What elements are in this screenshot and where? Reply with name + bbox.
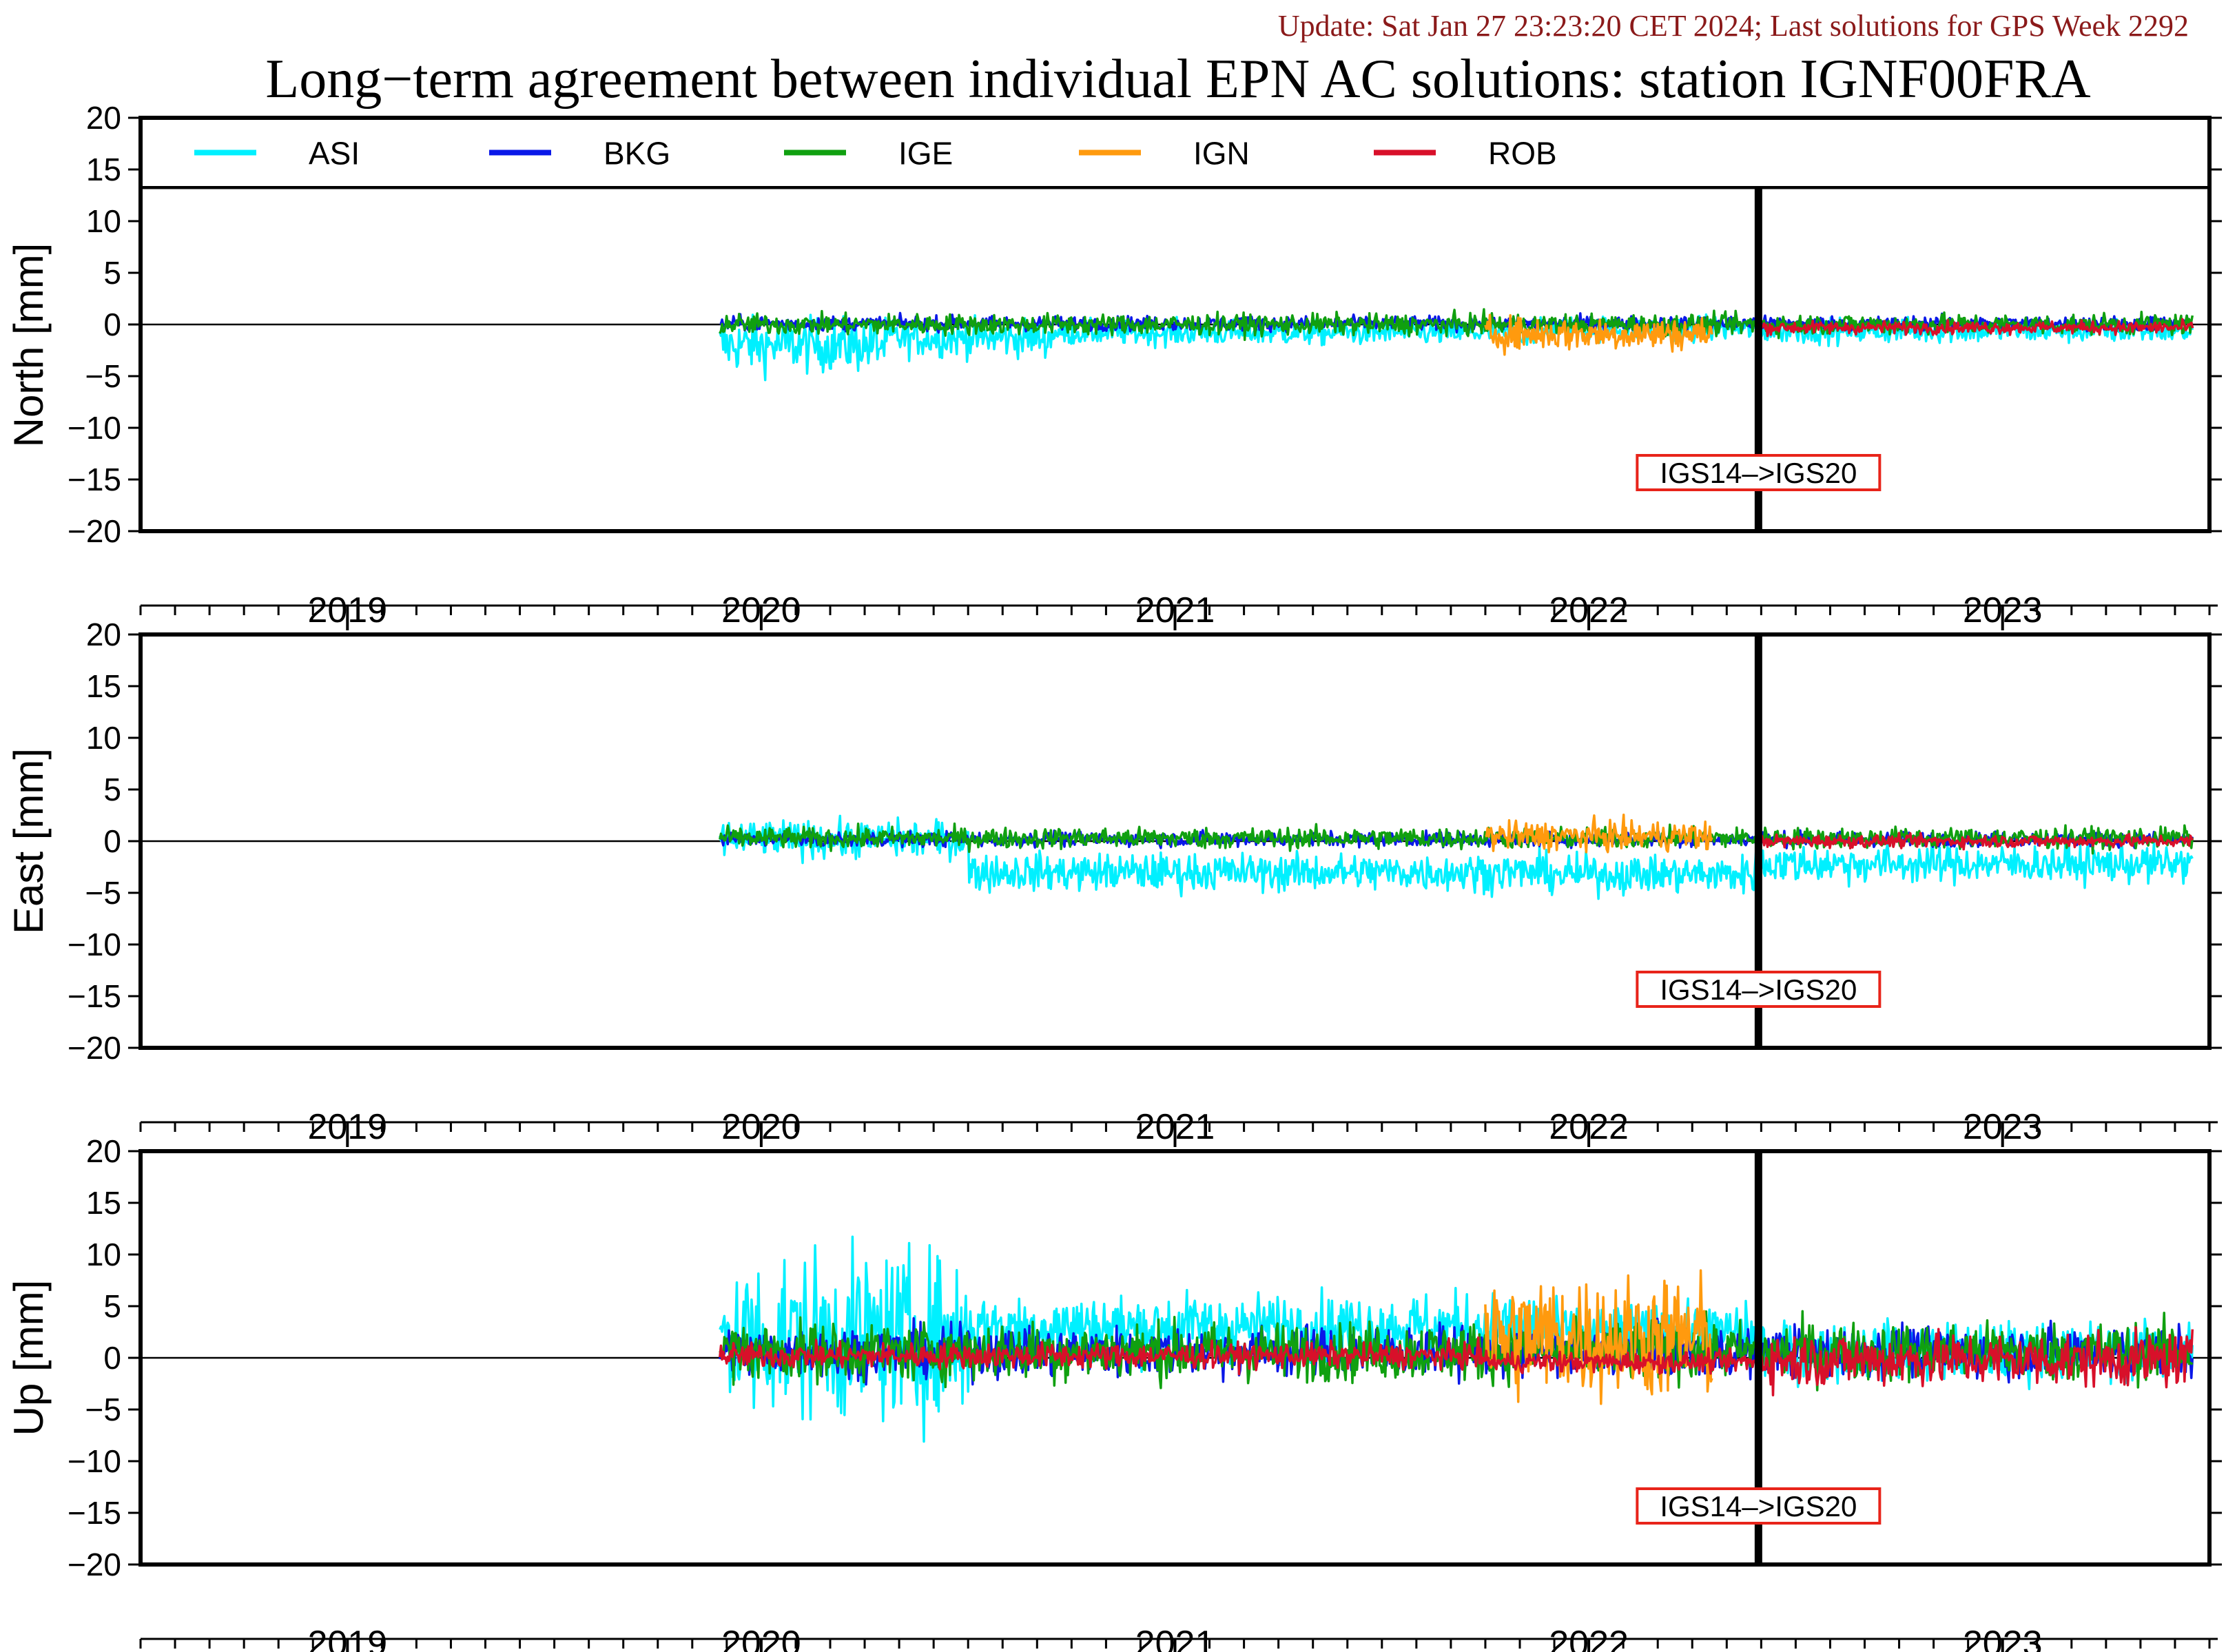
year-label: 2022 xyxy=(1549,1107,1629,1147)
series-ign xyxy=(1484,1269,1713,1405)
frame-change-box xyxy=(1636,1487,1882,1525)
y-tick-label: −20 xyxy=(68,1547,121,1582)
y-tick-label: 15 xyxy=(86,152,121,187)
year-label: 2023 xyxy=(1963,590,2043,630)
y-tick-label: −10 xyxy=(68,410,121,446)
panel-2: −20 −15 −10 −5 0 5 10 15 20 Up [mm] IGS14–>IGS20 20… xyxy=(6,1133,2222,1652)
y-tick-label: −5 xyxy=(85,358,121,394)
y-tick-label: 15 xyxy=(86,1185,121,1221)
y-tick-label: −20 xyxy=(68,513,121,549)
frame-change-box xyxy=(1636,971,1882,1008)
panel-1: −20 −15 −10 −5 0 5 10 15 20 East [mm] IGS14–>IGS20… xyxy=(6,617,2222,1147)
y-tick-label: 20 xyxy=(86,100,121,136)
series-rob xyxy=(719,1325,2194,1396)
update-text: Update: Sat Jan 27 23:23:20 CET 2024; La… xyxy=(1278,9,2189,43)
y-tick-label: −15 xyxy=(68,978,121,1014)
y-tick-label: 0 xyxy=(103,307,121,342)
y-tick-label: −5 xyxy=(85,875,121,911)
legend-label-rob: ROB xyxy=(1488,136,1557,172)
y-tick-label: −15 xyxy=(68,1495,121,1531)
y-tick-label: 10 xyxy=(86,1237,121,1272)
y-tick-label: 0 xyxy=(103,1340,121,1376)
series-rob xyxy=(1758,832,2194,851)
y-tick-label: 0 xyxy=(103,823,121,859)
series-ige xyxy=(719,308,2194,342)
series-ige xyxy=(719,822,2194,855)
y-tick-label: 10 xyxy=(86,720,121,756)
legend-background xyxy=(143,120,2207,186)
year-label: 2020 xyxy=(721,1624,801,1652)
series-asi xyxy=(719,814,2194,900)
year-axis: 2019 2020 2021 2022 2023 xyxy=(139,1107,2218,1147)
frame-change-label: IGS14–>IGS20 xyxy=(1660,1490,1857,1522)
year-label: 2023 xyxy=(1963,1624,2043,1652)
year-label: 2019 xyxy=(307,590,387,630)
y-tick-label: −10 xyxy=(68,927,121,962)
y-tick-label: 20 xyxy=(86,617,121,652)
year-label: 2021 xyxy=(1135,1624,1215,1652)
year-label: 2021 xyxy=(1135,1107,1215,1147)
frame-change-label: IGS14–>IGS20 xyxy=(1660,457,1857,489)
year-label: 2021 xyxy=(1135,590,1215,630)
legend: ASI BKG IGE IGN ROB xyxy=(141,120,2209,189)
year-label: 2019 xyxy=(307,1107,387,1147)
legend-label-ige: IGE xyxy=(898,136,953,172)
year-label: 2020 xyxy=(721,1107,801,1147)
y-tick-label: 5 xyxy=(103,1288,121,1324)
year-label: 2020 xyxy=(721,590,801,630)
y-axis-title: East [mm] xyxy=(6,748,52,934)
year-axis: 2019 2020 2021 2022 2023 xyxy=(139,1624,2218,1652)
y-tick-label: −20 xyxy=(68,1030,121,1066)
chart-title: Long−term agreement between individual E… xyxy=(265,49,2091,110)
y-tick-label: 5 xyxy=(103,772,121,807)
year-axis: 2019 2020 2021 2022 2023 xyxy=(139,590,2218,630)
y-tick-label: −5 xyxy=(85,1392,121,1427)
y-tick-label: 15 xyxy=(86,668,121,704)
plot-frame-top xyxy=(138,116,2212,533)
year-label: 2023 xyxy=(1963,1107,2043,1147)
y-tick-label: 20 xyxy=(86,1133,121,1169)
y-tick-label: 5 xyxy=(103,255,121,291)
series-ign xyxy=(1484,313,1713,356)
frame-change-label: IGS14–>IGS20 xyxy=(1660,973,1857,1006)
series-rob xyxy=(1758,318,2194,338)
series-ign xyxy=(1485,813,1713,854)
frame-change-box xyxy=(1636,454,1882,491)
y-tick-label: 10 xyxy=(86,203,121,239)
year-label: 2022 xyxy=(1549,590,1629,630)
y-axis-title: North [mm] xyxy=(6,243,52,448)
y-axis-title: Up [mm] xyxy=(6,1280,52,1436)
panel-0: −20 −15 −10 −5 0 5 10 15 20 North [mm] IGS14–>IGS2… xyxy=(6,100,2222,630)
y-tick-label: −10 xyxy=(68,1443,121,1479)
legend-label-asi: ASI xyxy=(309,136,360,172)
y-tick-label: −15 xyxy=(68,462,121,497)
year-label: 2019 xyxy=(307,1624,387,1652)
year-label: 2022 xyxy=(1549,1624,1629,1652)
legend-label-bkg: BKG xyxy=(604,136,670,172)
legend-label-ign: IGN xyxy=(1193,136,1250,172)
